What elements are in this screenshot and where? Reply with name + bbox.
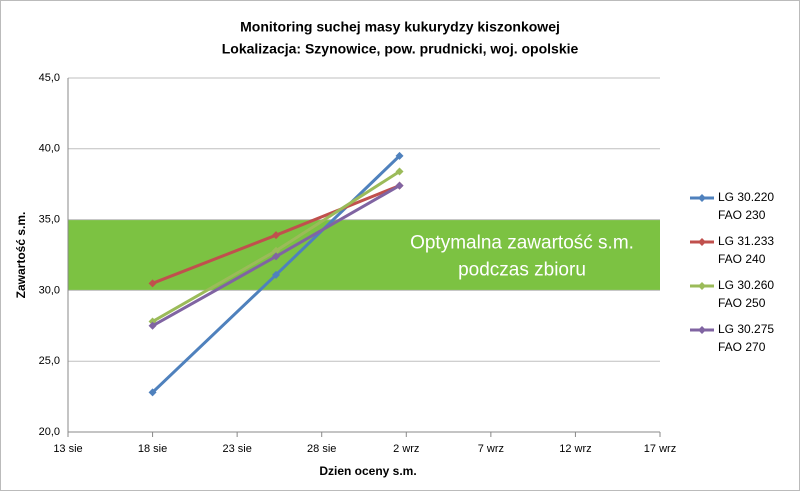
point-marker [272, 246, 281, 255]
y-tick-label: 20,0 [39, 426, 60, 438]
x-tick-label: 18 sie [138, 443, 167, 455]
y-tick-label: 25,0 [39, 355, 60, 367]
x-tick-label: 2 wrz [393, 443, 419, 455]
x-tick-label: 17 wrz [644, 443, 676, 455]
chart-title: Monitoring suchej masy kukurydzy kiszonk… [240, 19, 560, 35]
point-marker [272, 231, 281, 240]
legend-label: LG 31.233 FAO 240 [718, 234, 774, 266]
y-tick-label: 40,0 [39, 143, 60, 155]
chart-subtitle: Lokalizacja: Szynowice, pow. prudnicki, … [222, 41, 579, 57]
x-tick-label: 7 wrz [478, 443, 504, 455]
legend-label: LG 30.220 FAO 230 [718, 190, 774, 222]
legend-label: LG 30.260 FAO 250 [718, 278, 774, 310]
point-marker [148, 388, 157, 397]
y-axis-label: Zawartość s.m. [14, 212, 28, 299]
x-tick-label: 12 wrz [559, 443, 591, 455]
y-tick-label: 30,0 [39, 284, 60, 296]
point-marker [395, 181, 404, 190]
point-marker [272, 252, 281, 261]
x-tick-label: 28 sie [307, 443, 336, 455]
point-marker [395, 167, 404, 176]
y-tick-label: 45,0 [39, 72, 60, 84]
band-label: podczas zbioru [458, 260, 586, 281]
point-marker [148, 321, 157, 330]
legend-marker [698, 326, 706, 334]
legend-marker [698, 194, 706, 202]
point-marker [272, 270, 281, 279]
legend-label: LG 30.275 FAO 270 [718, 322, 774, 354]
x-tick-label: 13 sie [53, 443, 82, 455]
x-axis-label: Dzien oceny s.m. [319, 464, 416, 478]
legend-marker [698, 282, 706, 290]
band-label: Optymalna zawartość s.m. [410, 233, 634, 254]
y-tick-label: 35,0 [39, 214, 60, 226]
point-marker [395, 151, 404, 160]
x-tick-label: 23 sie [222, 443, 251, 455]
point-marker [148, 279, 157, 288]
legend-marker [698, 238, 706, 246]
